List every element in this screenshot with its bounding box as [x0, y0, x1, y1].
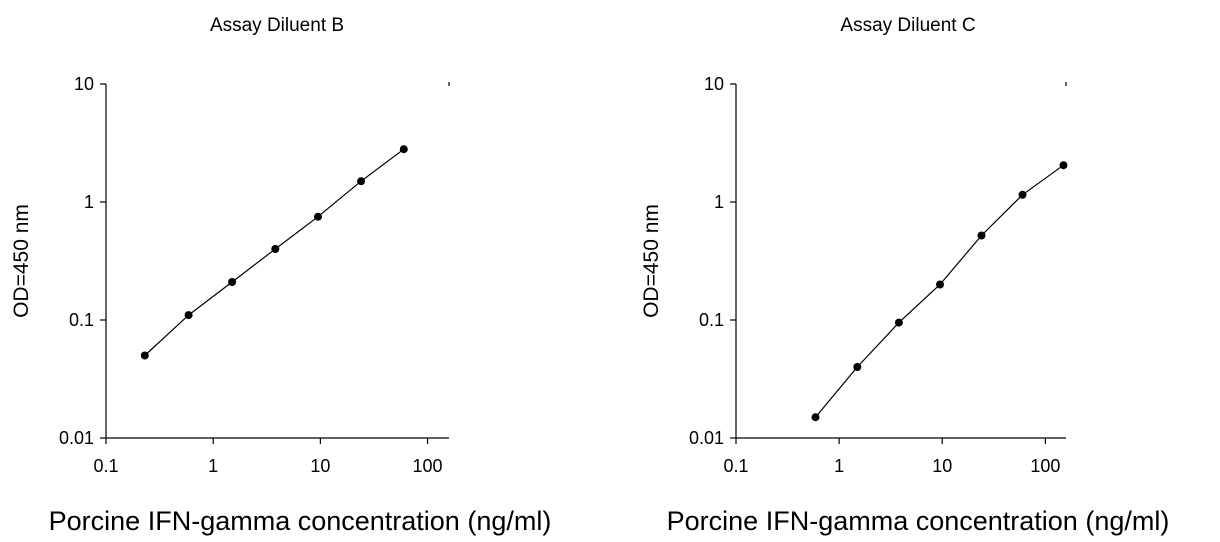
y-tick-label: 0.1: [699, 310, 724, 330]
y-tick-label: 10: [74, 74, 94, 94]
y-tick-label: 1: [84, 192, 94, 212]
data-point: [140, 351, 149, 360]
data-point: [977, 231, 986, 240]
x-tick-label: 1: [834, 456, 844, 476]
x-axis-label: Porcine IFN-gamma concentration (ng/ml): [667, 506, 1170, 536]
y-tick-label: 0.01: [59, 428, 94, 448]
data-point: [357, 177, 366, 186]
x-tick-label: 0.1: [723, 456, 748, 476]
y-axis-label: OD=450 nm: [10, 204, 33, 318]
chart-panel-1: Assay Diluent B 0.01 0.1 1 10 0.1 1 10 100 OD=450…: [10, 15, 551, 536]
x-tick-label: 0.1: [93, 456, 118, 476]
y-tick-label: 1: [714, 192, 724, 212]
data-point: [314, 212, 322, 221]
chart-title: Assay Diluent C: [840, 15, 975, 36]
x-tick-label: 10: [932, 456, 952, 476]
chart-panel-2: Assay Diluent C 0.01 0.1 1 10 0.1 1 10 100 OD=450…: [640, 15, 1169, 536]
data-point: [1018, 190, 1027, 199]
y-axis-label: OD=450 nm: [640, 204, 663, 318]
x-tick-label: 1: [208, 456, 218, 476]
x-tick-label: 10: [310, 456, 330, 476]
chart-title: Assay Diluent B: [210, 15, 344, 36]
data-point: [811, 413, 820, 422]
y-tick-label: 10: [704, 74, 724, 94]
x-axis-label: Porcine IFN-gamma concentration (ng/ml): [49, 506, 552, 536]
data-point: [399, 145, 408, 154]
x-tick-label: 100: [1030, 456, 1060, 476]
series-line: [815, 164, 1064, 418]
data-point: [184, 311, 193, 320]
x-tick-label: 100: [413, 456, 443, 476]
data-point: [853, 363, 862, 371]
data-point: [894, 318, 903, 327]
data-point: [228, 278, 237, 286]
data-point: [936, 280, 944, 289]
y-tick-label: 0.1: [69, 310, 94, 330]
y-tick-label: 0.01: [689, 428, 724, 448]
data-point: [1059, 161, 1068, 170]
data-point: [271, 245, 280, 253]
